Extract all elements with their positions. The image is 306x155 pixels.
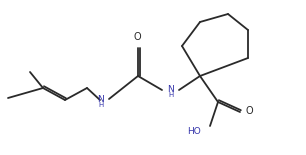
Text: N: N bbox=[98, 95, 104, 104]
Text: N: N bbox=[168, 84, 174, 93]
Text: O: O bbox=[246, 106, 254, 116]
Text: O: O bbox=[133, 32, 141, 42]
Text: H: H bbox=[168, 92, 174, 98]
Text: HO: HO bbox=[187, 126, 201, 135]
Text: H: H bbox=[98, 102, 104, 108]
